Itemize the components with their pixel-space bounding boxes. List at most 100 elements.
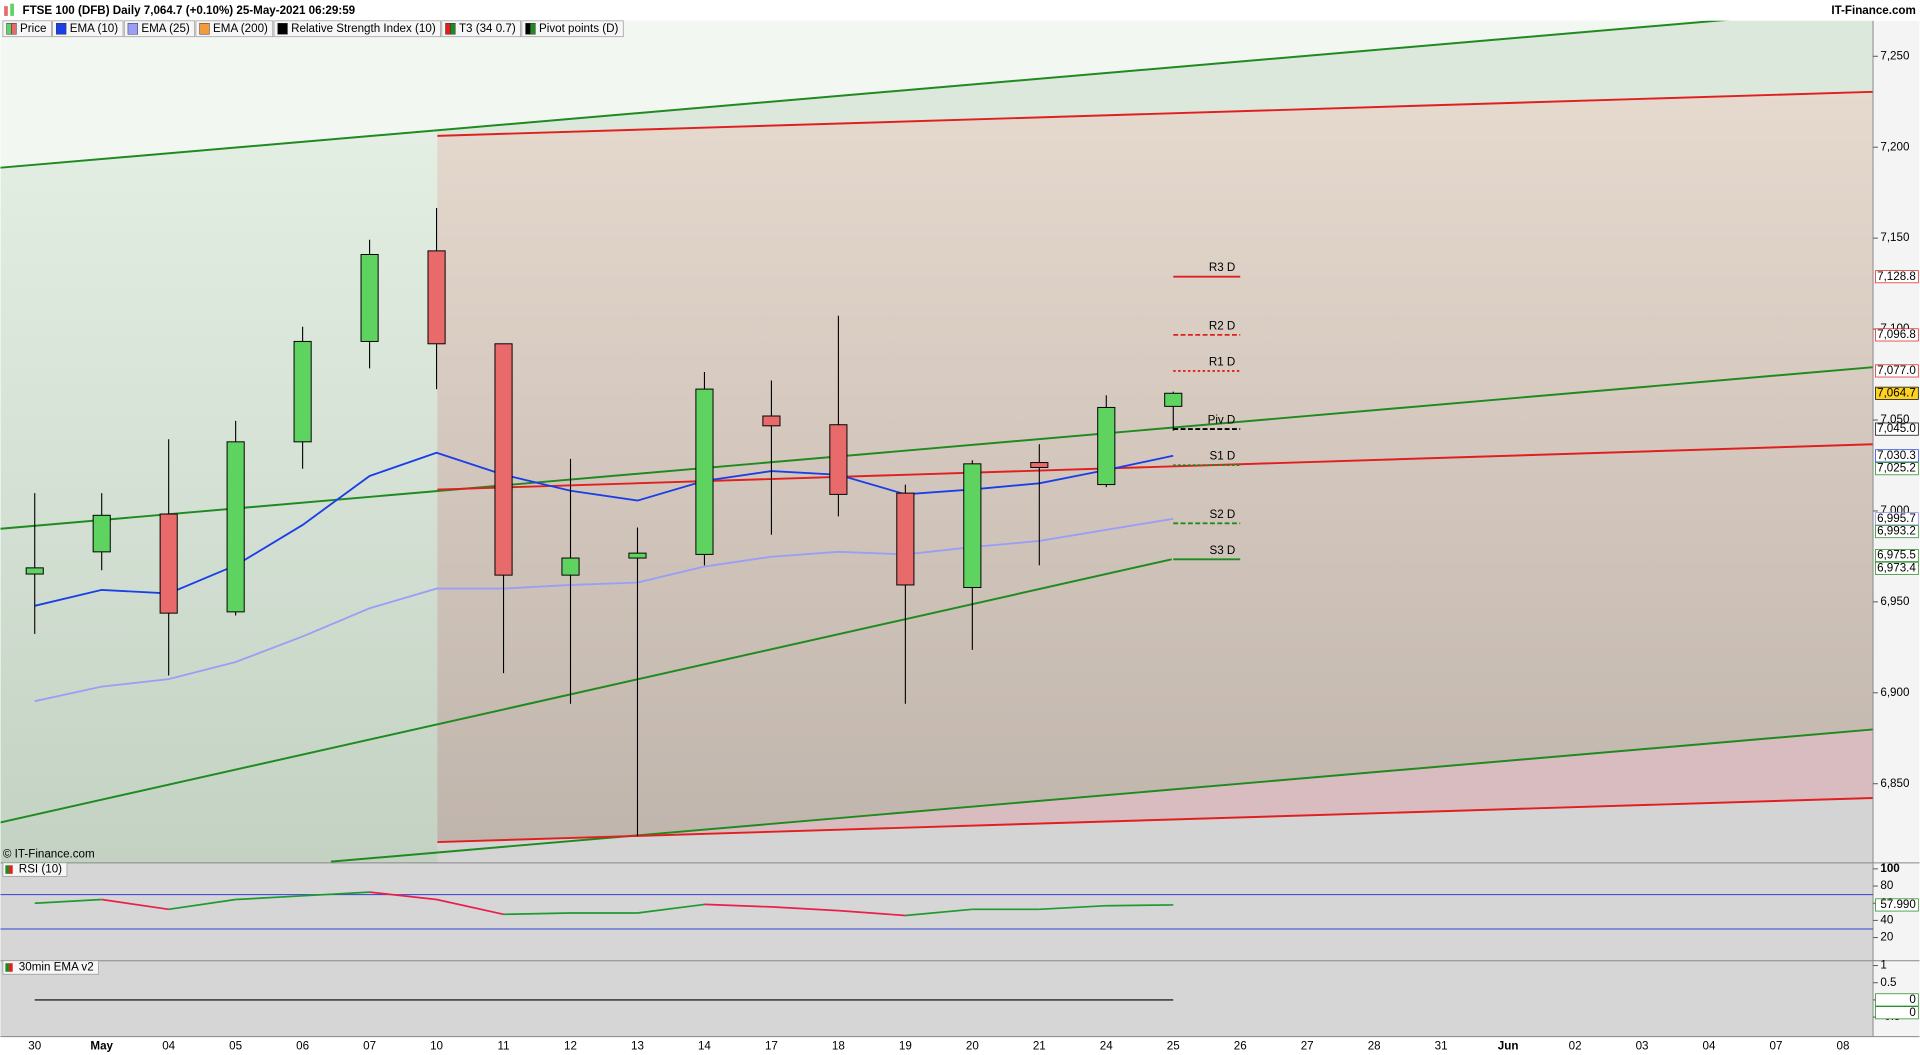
pivot-label: S2 D xyxy=(1210,508,1236,521)
candle-body xyxy=(360,254,379,342)
candle-body xyxy=(829,424,848,495)
rsi-segment xyxy=(1106,904,1174,907)
y-tick-label: 100 xyxy=(1880,862,1899,875)
rsi-segment xyxy=(369,891,437,901)
x-tick-label: 27 xyxy=(1301,1039,1314,1052)
value-tag-label: 0 xyxy=(1909,1006,1915,1019)
trend-line xyxy=(437,90,1874,137)
legend-item xyxy=(521,20,624,38)
rsi-segment xyxy=(704,903,772,908)
pivot-label: R3 D xyxy=(1209,261,1235,274)
x-tick-label: 08 xyxy=(1837,1039,1850,1052)
candle-body xyxy=(561,557,580,576)
trend-line xyxy=(0,366,1874,530)
pivot-label: Piv D xyxy=(1208,414,1236,427)
value-tag xyxy=(1875,525,1919,539)
x-tick-label: May xyxy=(90,1039,113,1052)
candle-body xyxy=(159,513,178,614)
legend-swatch xyxy=(56,23,67,35)
rsi-segment xyxy=(168,898,236,911)
candle-body xyxy=(25,567,44,575)
value-tag-label: 6,975.5 xyxy=(1877,549,1916,562)
x-tick-label: 06 xyxy=(296,1039,309,1052)
y-tick-label: 6,950 xyxy=(1880,595,1909,608)
value-tag-label: 7,064.7 xyxy=(1877,386,1916,399)
legend-swatch xyxy=(277,23,288,35)
candle-body xyxy=(427,250,446,345)
rsi-segment xyxy=(503,912,571,916)
x-tick-label: 11 xyxy=(498,1039,510,1052)
value-tag xyxy=(1875,898,1919,912)
rsi-segment xyxy=(838,909,906,917)
rsi-segment xyxy=(1039,904,1107,911)
brand: IT-Finance.com xyxy=(1831,4,1916,17)
x-tick-label: 07 xyxy=(1770,1039,1783,1052)
value-tag xyxy=(1875,386,1919,400)
y-tick-label: 40 xyxy=(1880,913,1893,926)
x-tick-label: 04 xyxy=(162,1039,175,1052)
rsi-segment xyxy=(436,898,504,916)
trend-line xyxy=(330,728,1874,863)
legend-item xyxy=(273,20,441,38)
chart-title: FTSE 100 (DFB) Daily 7,064.7 (+0.10%) 25… xyxy=(22,4,355,17)
candle-body xyxy=(762,415,781,427)
value-tag-label: 7,077.0 xyxy=(1877,364,1916,377)
ema-line xyxy=(34,517,1174,703)
pivot-label: R2 D xyxy=(1209,319,1235,332)
x-tick-label: 19 xyxy=(899,1039,912,1052)
zone-top xyxy=(0,20,1874,168)
main-background xyxy=(0,20,1874,863)
candle-body xyxy=(1030,462,1049,468)
panel-title: 30min EMA v2 xyxy=(19,961,94,974)
x-tick-label: 25 xyxy=(1167,1039,1180,1052)
y-tick-label: 7,200 xyxy=(1880,140,1909,153)
value-tag-label: 7,128.8 xyxy=(1877,270,1916,283)
candle-body xyxy=(1097,406,1116,486)
y-tick-label: 7,150 xyxy=(1880,231,1909,244)
pivot-label: S1 D xyxy=(1210,450,1236,463)
candle-body xyxy=(628,552,647,559)
value-tag xyxy=(1875,561,1919,575)
pivot-label: S3 D xyxy=(1210,544,1236,557)
value-tag-label: 6,995.7 xyxy=(1877,512,1916,525)
legend-swatch xyxy=(127,23,138,35)
candle-body xyxy=(494,343,513,576)
trend-line xyxy=(437,797,1874,844)
x-tick-label: 28 xyxy=(1368,1039,1381,1052)
x-tick-label: 24 xyxy=(1100,1039,1113,1052)
rsi-segment xyxy=(235,894,303,901)
y-tick-label: 1 xyxy=(1880,959,1886,972)
value-tag xyxy=(1875,462,1919,476)
legend-swatch xyxy=(530,23,536,35)
x-tick-label: 31 xyxy=(1435,1039,1448,1052)
candle-body xyxy=(226,441,245,613)
legend-label: T3 (34 0.7) xyxy=(459,22,516,35)
legend-swatch xyxy=(11,23,17,35)
title-icon xyxy=(10,3,14,16)
value-tag-label: 7,045.0 xyxy=(1877,422,1916,435)
legend-item xyxy=(123,20,196,38)
legend-label: Pivot points (D) xyxy=(539,22,618,35)
candle-body xyxy=(896,492,915,586)
y-tick-label: 20 xyxy=(1880,931,1893,944)
trend-line xyxy=(437,443,1874,491)
y-tick-label: 0.5 xyxy=(1880,976,1896,989)
value-tag-label: 0 xyxy=(1909,993,1915,1006)
rsi-segment xyxy=(34,898,102,905)
value-tag xyxy=(1875,364,1919,378)
value-tag xyxy=(1875,1006,1919,1020)
title-icon xyxy=(4,6,8,16)
value-tag xyxy=(1875,422,1919,436)
x-tick-label: 30 xyxy=(28,1039,41,1052)
x-tick-label: 18 xyxy=(832,1039,845,1052)
trend-line xyxy=(0,558,1172,824)
legend-swatch xyxy=(450,23,456,35)
x-tick-label: 10 xyxy=(430,1039,443,1052)
ema-panel xyxy=(0,960,1874,1037)
legend-item xyxy=(52,20,124,38)
x-tick-label: Jun xyxy=(1498,1039,1519,1052)
plot: 7,2507,2007,1507,1007,0507,0006,9506,900… xyxy=(0,20,1919,1052)
legend-swatch xyxy=(199,23,210,35)
legend-label: EMA (200) xyxy=(213,22,268,35)
